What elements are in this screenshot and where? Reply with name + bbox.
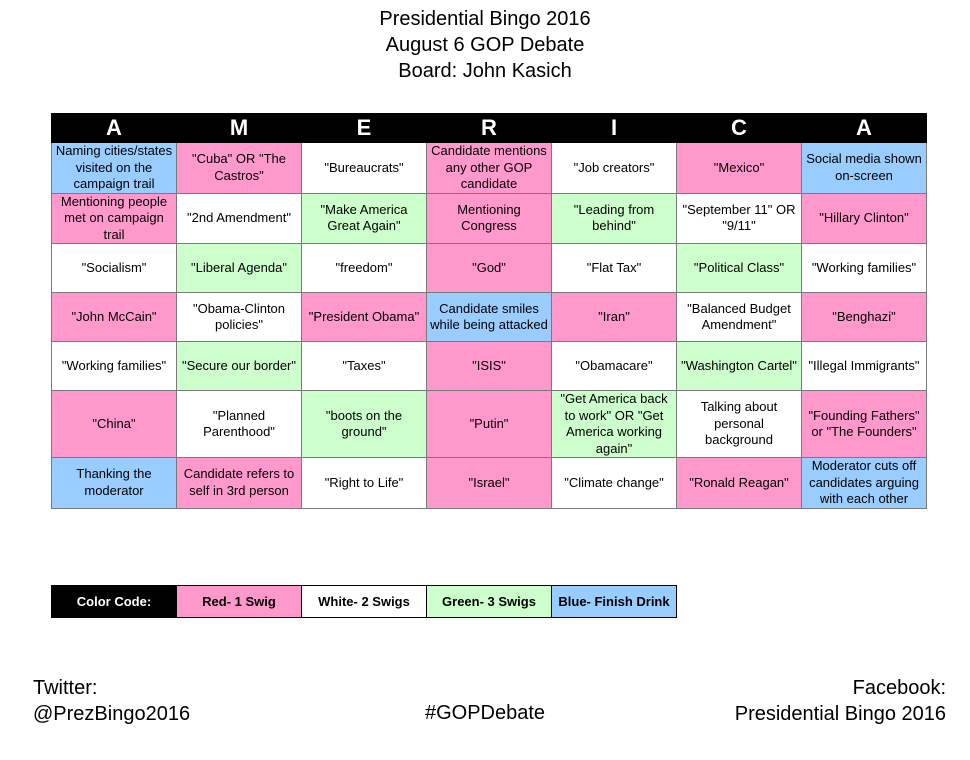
bingo-row: "Socialism" "Liberal Agenda" "freedom" "… <box>51 243 927 293</box>
color-code-legend: Color Code: Red- 1 Swig White- 2 Swigs G… <box>51 585 677 618</box>
bingo-square: "Get America back to work" OR "Get Ameri… <box>551 390 677 458</box>
bingo-square: Mentioning people met on campaign trail <box>51 192 177 244</box>
bingo-square: "Leading from behind" <box>551 192 677 244</box>
bingo-square: "Israel" <box>426 457 552 509</box>
bingo-square: "Iran" <box>551 292 677 342</box>
bingo-square: "Secure our border" <box>176 341 302 391</box>
bingo-square: Naming cities/states visited on the camp… <box>51 142 177 194</box>
bingo-square: "God" <box>426 243 552 293</box>
bingo-square: "China" <box>51 390 177 458</box>
bingo-row: "China" "Planned Parenthood" "boots on t… <box>51 390 927 458</box>
bingo-square: "ISIS" <box>426 341 552 391</box>
bingo-square: "Mexico" <box>676 142 802 194</box>
column-letter: R <box>426 113 552 143</box>
bingo-square: "Bureaucrats" <box>301 142 427 194</box>
bingo-square: "Balanced Budget Amendment" <box>676 292 802 342</box>
bingo-square: "Putin" <box>426 390 552 458</box>
title-line-1: Presidential Bingo 2016 <box>379 8 591 30</box>
footer-hashtag: #GOPDebate <box>424 702 546 724</box>
column-letter: C <box>676 113 802 143</box>
bingo-square: Thanking the moderator <box>51 457 177 509</box>
bingo-square: "Washington Cartel" <box>676 341 802 391</box>
bingo-square: Talking about personal background <box>676 390 802 458</box>
bingo-square: "Working families" <box>51 341 177 391</box>
bingo-board: A M E R I C A Naming cities/states visit… <box>51 113 927 509</box>
bingo-square: "Planned Parenthood" <box>176 390 302 458</box>
bingo-square: "Working families" <box>801 243 927 293</box>
bingo-square: "Liberal Agenda" <box>176 243 302 293</box>
bingo-square: "freedom" <box>301 243 427 293</box>
bingo-square: "Obama-Clinton policies" <box>176 292 302 342</box>
bingo-square: "Illegal Immigrants" <box>801 341 927 391</box>
bingo-square: "Climate change" <box>551 457 677 509</box>
bingo-square: Moderator cuts off candidates arguing wi… <box>801 457 927 509</box>
bingo-square: "Political Class" <box>676 243 802 293</box>
twitter-handle: @PrezBingo2016 <box>33 703 191 725</box>
bingo-square: "Taxes" <box>301 341 427 391</box>
legend-red: Red- 1 Swig <box>176 585 302 618</box>
footer-facebook: Facebook: Presidential Bingo 2016 <box>735 675 946 727</box>
bingo-square: "Hillary Clinton" <box>801 192 927 244</box>
legend-white: White- 2 Swigs <box>301 585 427 618</box>
column-letter: I <box>551 113 677 143</box>
legend-blue: Blue- Finish Drink <box>551 585 677 618</box>
bingo-square: "John McCain" <box>51 292 177 342</box>
column-letter: M <box>176 113 302 143</box>
bingo-square: "boots on the ground" <box>301 390 427 458</box>
bingo-row: Mentioning people met on campaign trail … <box>51 192 927 244</box>
bingo-square: "Right to Life" <box>301 457 427 509</box>
bingo-square: "Make America Great Again" <box>301 192 427 244</box>
bingo-square: "Socialism" <box>51 243 177 293</box>
bingo-square: Candidate refers to self in 3rd person <box>176 457 302 509</box>
facebook-page: Presidential Bingo 2016 <box>734 703 946 725</box>
bingo-square: "Benghazi" <box>801 292 927 342</box>
bingo-square: Candidate smiles while being attacked <box>426 292 552 342</box>
bingo-square: "Cuba" OR "The Castros" <box>176 142 302 194</box>
bingo-square: "Flat Tax" <box>551 243 677 293</box>
page-title: Presidential Bingo 2016 August 6 GOP Deb… <box>0 6 970 84</box>
title-line-2: August 6 GOP Debate <box>385 34 585 56</box>
legend-title: Color Code: <box>51 585 177 618</box>
title-line-3: Board: John Kasich <box>398 60 572 82</box>
bingo-square: "Job creators" <box>551 142 677 194</box>
bingo-square: "Obamacare" <box>551 341 677 391</box>
bingo-row: "John McCain" "Obama-Clinton policies" "… <box>51 292 927 342</box>
bingo-row: "Working families" "Secure our border" "… <box>51 341 927 391</box>
footer-twitter: Twitter: @PrezBingo2016 <box>33 675 190 727</box>
column-letter: A <box>51 113 177 143</box>
bingo-square: Candidate mentions any other GOP candida… <box>426 142 552 194</box>
bingo-square: "Founding Fathers" or "The Founders" <box>801 390 927 458</box>
twitter-label: Twitter: <box>33 677 98 699</box>
column-letter: E <box>301 113 427 143</box>
bingo-header-row: A M E R I C A <box>51 113 927 143</box>
bingo-square: "Ronald Reagan" <box>676 457 802 509</box>
bingo-square: Social media shown on-screen <box>801 142 927 194</box>
legend-green: Green- 3 Swigs <box>426 585 552 618</box>
bingo-square: Mentioning Congress <box>426 192 552 244</box>
bingo-square: "President Obama" <box>301 292 427 342</box>
bingo-square: "2nd Amendment" <box>176 192 302 244</box>
bingo-row: Thanking the moderator Candidate refers … <box>51 457 927 509</box>
facebook-label: Facebook: <box>852 677 946 699</box>
bingo-row: Naming cities/states visited on the camp… <box>51 142 927 194</box>
column-letter: A <box>801 113 927 143</box>
bingo-square: "September 11" OR "9/11" <box>676 192 802 244</box>
